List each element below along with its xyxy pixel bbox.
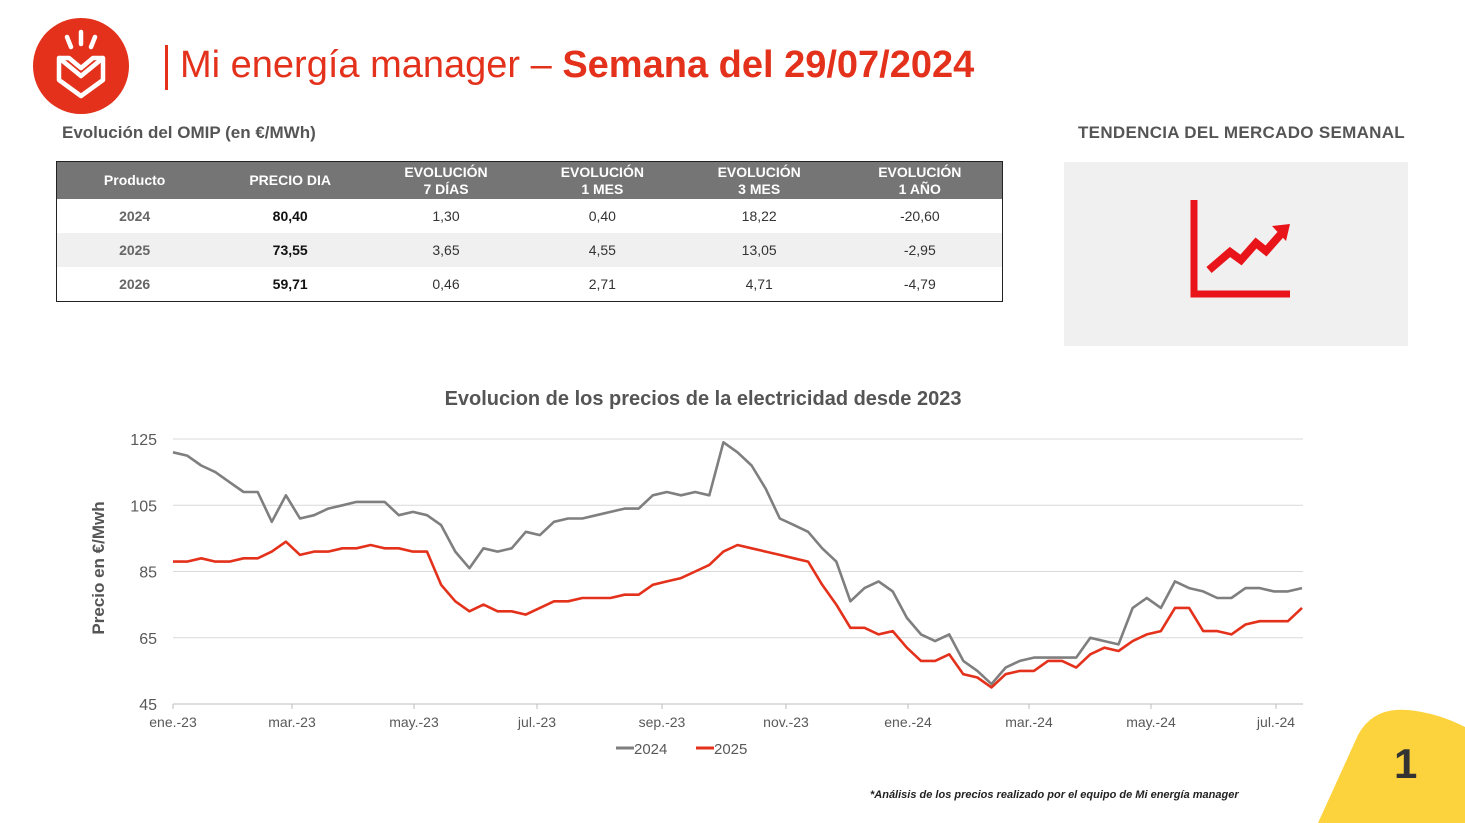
cell-price: 59,71 (272, 276, 308, 292)
cell-1m: 2,71 (588, 276, 616, 292)
cell-3m: 4,71 (745, 276, 773, 292)
cell-product: 2025 (56, 233, 213, 267)
cell-price: 73,55 (212, 233, 369, 267)
x-tick-label: mar.-24 (1005, 714, 1053, 730)
cell-3m: 18,22 (741, 208, 777, 224)
omip-table: Producto PRECIO DIA EVOLUCIÓN 7 DÍAS EVOL… (56, 161, 1003, 302)
y-tick-label: 45 (139, 697, 157, 714)
chart-gridlines (173, 438, 1303, 705)
page-number: 1 (1394, 740, 1418, 787)
y-tick-label: 85 (139, 565, 157, 582)
cell-product: 2026 (119, 276, 151, 292)
table-row: 2025 73,55 3,65 4,55 13,05 -2,95 (56, 233, 1003, 267)
chart-series (172, 440, 1303, 689)
trending-up-chart-icon (1190, 200, 1290, 298)
cell-1y: -20,60 (899, 208, 940, 224)
cell-7d: 0,46 (432, 276, 460, 292)
col-header-price: PRECIO DIA (212, 161, 369, 199)
y-tick-label: 105 (130, 498, 157, 515)
cell-1m: 4,55 (523, 233, 681, 267)
col-header-1m: EVOLUCIÓN 1 MES (523, 161, 681, 199)
col-header-1y: EVOLUCIÓN 1 AÑO (837, 161, 1003, 199)
chart-title: Evolucion de los precios de la electrici… (445, 388, 962, 410)
legend-label-2024: 2024 (634, 741, 667, 758)
page-title-brand: Mi energía manager – (180, 44, 563, 86)
cell-3m: 13,05 (680, 233, 838, 267)
title-divider (165, 45, 168, 90)
x-tick-label: jul.-23 (517, 714, 556, 730)
chart-x-ticks: ene.-23 mar.-23 may.-23 jul.-23 sep.-23 nov.-… (149, 704, 1295, 730)
table-row: 2026 59,71 0,46 2,71 4,71 -4,79 (57, 267, 1003, 302)
brand-logo (33, 18, 129, 114)
cell-7d: 3,65 (368, 233, 524, 267)
page-title-week: Semana del 29/07/2024 (562, 44, 975, 86)
table-header-row: Producto PRECIO DIA EVOLUCIÓN 7 DÍAS EVOL… (56, 161, 1003, 199)
legend-label-2025: 2025 (714, 741, 747, 758)
col-header-product: Producto (56, 161, 213, 199)
page-title: Mi energía manager – Semana del 29/07/20… (180, 44, 974, 87)
y-tick-label: 65 (139, 631, 157, 648)
cell-7d: 1,30 (432, 208, 460, 224)
cell-1y: -2,95 (837, 233, 1003, 267)
x-tick-label: ene.-23 (149, 714, 197, 730)
trend-section-label: TENDENCIA DEL MERCADO SEMANAL (1078, 123, 1405, 142)
cell-product: 2024 (119, 208, 151, 224)
table-row: 2024 80,40 1,30 0,40 18,22 -20,60 (57, 199, 1003, 233)
x-tick-label: mar.-23 (268, 714, 316, 730)
cell-1m: 0,40 (588, 208, 616, 224)
chart-legend: 2024 2025 (616, 741, 747, 758)
omip-section-label: Evolución del OMIP (en €/MWh) (62, 123, 316, 142)
x-tick-label: jul.-24 (1256, 714, 1295, 730)
x-tick-label: nov.-23 (763, 714, 809, 730)
chart-y-ticks: 45 65 85 105 125 (130, 432, 157, 714)
cell-price: 80,40 (272, 208, 308, 224)
cell-1y: -4,79 (903, 276, 936, 292)
chart-y-axis-label: Precio en €/Mwh (89, 501, 108, 634)
y-tick-label: 125 (130, 432, 157, 449)
col-header-7d: EVOLUCIÓN 7 DÍAS (368, 161, 524, 199)
page-corner-shape (1318, 709, 1465, 823)
trend-panel (1064, 162, 1408, 346)
x-tick-label: may.-23 (389, 714, 439, 730)
series-line-2025 (173, 540, 1303, 689)
x-tick-label: ene.-24 (884, 714, 932, 730)
footnote: *Análisis de los precios realizado por e… (870, 789, 1239, 801)
x-tick-label: may.-24 (1126, 714, 1176, 730)
col-header-3m: EVOLUCIÓN 3 MES (680, 161, 838, 199)
x-tick-label: sep.-23 (639, 714, 686, 730)
series-line-2024 (172, 440, 1303, 686)
